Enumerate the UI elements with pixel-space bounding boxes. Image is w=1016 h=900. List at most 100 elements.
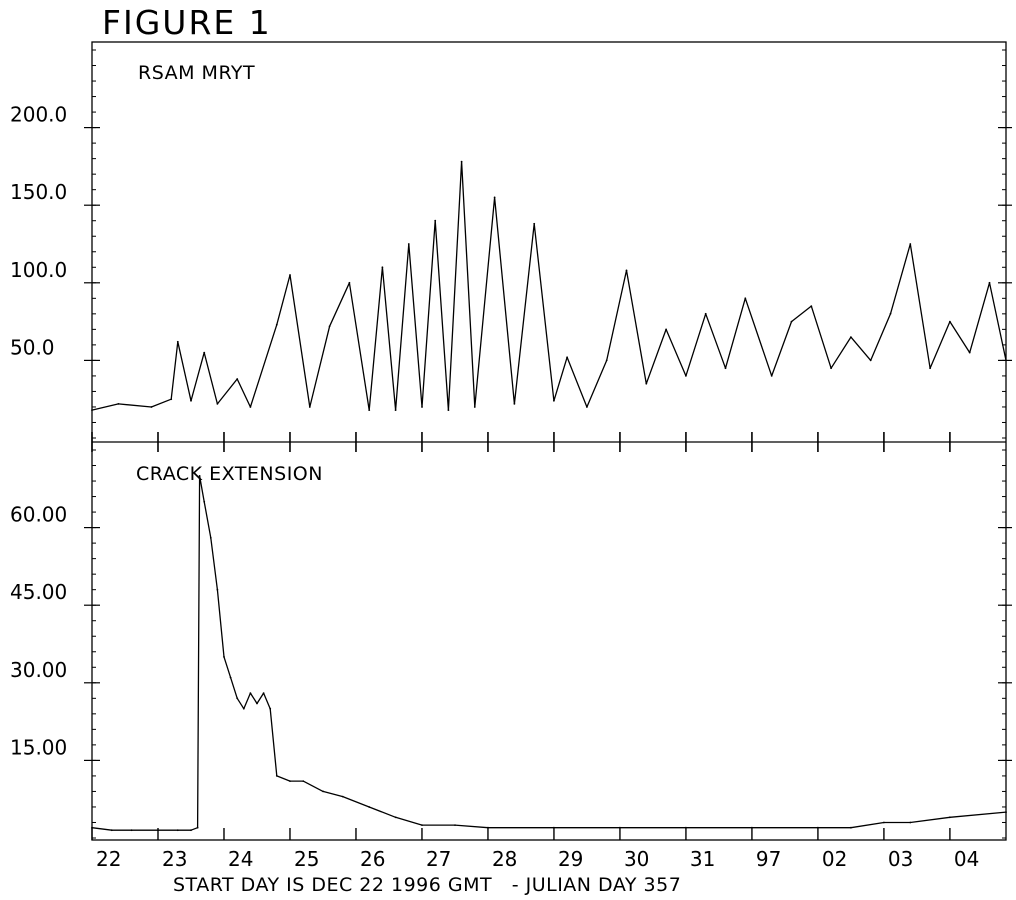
bottom-data-point (322, 790, 324, 793)
top-data-point (394, 409, 397, 411)
top-data-point (275, 323, 278, 326)
bottom-y-tick-label: 15.00 (10, 735, 67, 759)
bottom-data-point (883, 821, 885, 824)
x-tick-label: 24 (228, 847, 253, 871)
top-data-point (308, 406, 311, 408)
top-data-point (190, 399, 192, 402)
bottom-data-point (1005, 811, 1007, 813)
top-y-tick-label: 150.0 (10, 180, 67, 204)
top-data-point (447, 409, 450, 411)
top-data-point (850, 336, 852, 338)
top-series-line (91, 161, 1007, 411)
bottom-panel-title: CRACK EXTENSION (136, 463, 323, 485)
top-data-point (770, 375, 773, 377)
bottom-data-point (302, 780, 305, 782)
x-tick-label: 03 (888, 847, 913, 871)
top-data-point (434, 219, 437, 222)
top-data-point (407, 243, 410, 245)
top-data-point (513, 403, 516, 405)
top-data-point (328, 325, 331, 328)
top-data-point (91, 409, 93, 411)
top-data-point (744, 297, 747, 300)
top-y-tick-label: 50.0 (10, 335, 55, 359)
x-tick-label: 30 (624, 847, 649, 871)
bottom-data-point (196, 826, 199, 829)
bottom-data-point (216, 588, 219, 591)
top-data-point (625, 269, 628, 272)
bottom-series-line (91, 475, 1007, 831)
x-tick-label: 31 (690, 847, 715, 871)
bottom-data-point (130, 829, 133, 832)
top-data-point (909, 243, 912, 245)
bottom-data-point (203, 500, 206, 503)
bottom-data-point (256, 702, 258, 705)
bottom-data-point (209, 537, 212, 539)
top-data-point (869, 359, 872, 362)
bottom-data-point (176, 829, 179, 832)
chart-frame (91, 41, 1007, 841)
bottom-data-point (110, 829, 113, 832)
bottom-panel: 15.00 30.00 45.00 60.00 (10, 449, 1012, 839)
x-axis-label: START DAY IS DEC 22 1996 GMT - JULIAN DA… (173, 874, 681, 896)
bottom-y-tick-label: 45.00 (10, 580, 67, 604)
top-data-point (645, 382, 648, 385)
top-data-point (586, 406, 588, 408)
top-data-point (889, 312, 892, 315)
top-data-point (249, 406, 252, 408)
top-data-point (830, 367, 832, 370)
top-data-point (790, 320, 793, 323)
top-data-point (348, 281, 351, 284)
x-tick-label: 25 (294, 847, 319, 871)
top-data-point (685, 375, 687, 377)
bottom-data-point (850, 826, 852, 829)
top-data-point (605, 359, 608, 362)
bottom-data-point (421, 824, 423, 826)
bottom-data-point (275, 775, 278, 777)
top-data-point (566, 356, 568, 359)
bottom-data-point (394, 816, 397, 819)
top-data-point (216, 403, 219, 405)
x-tick-label: 04 (954, 847, 979, 871)
top-data-point (460, 160, 463, 163)
x-axis: 22 23 24 25 26 27 28 29 30 31 97 02 03 04 (91, 432, 979, 871)
bottom-y-tick-label: 60.00 (10, 503, 67, 527)
top-data-point (176, 340, 179, 343)
bottom-data-point (198, 475, 201, 477)
bottom-data-point (190, 829, 192, 832)
top-data-point (810, 305, 813, 307)
top-data-point (203, 351, 206, 354)
top-panel-title: RSAM MRYT (138, 62, 255, 84)
bottom-data-point (229, 676, 232, 679)
top-data-point (665, 328, 667, 331)
top-data-point (493, 196, 496, 199)
x-tick-label: 23 (162, 847, 187, 871)
x-tick-label: 22 (96, 847, 121, 871)
bottom-data-point (289, 780, 291, 782)
x-tick-label: 97 (756, 847, 781, 871)
bottom-data-point (223, 656, 225, 658)
top-data-point (381, 266, 384, 269)
x-tick-label: 26 (360, 847, 385, 871)
top-data-point (150, 406, 153, 408)
bottom-data-point (249, 692, 252, 694)
top-data-point (421, 406, 423, 408)
bottom-data-point (341, 795, 344, 798)
x-tick-label: 29 (558, 847, 583, 871)
top-data-point (170, 398, 173, 401)
top-data-point (988, 281, 991, 284)
top-data-point (473, 406, 476, 408)
bottom-data-point (269, 707, 272, 710)
bottom-y-tick-label: 30.00 (10, 658, 67, 682)
top-panel: 50.0 100.0 150.0 200.0 (10, 49, 1012, 439)
bottom-data-point (368, 806, 371, 808)
top-data-point (289, 274, 291, 276)
top-data-point (949, 320, 951, 323)
top-data-point (704, 312, 707, 315)
figure-title: FIGURE 1 (102, 3, 272, 42)
top-data-point (553, 399, 555, 402)
top-data-point (117, 403, 120, 405)
top-y-tick-label: 200.0 (10, 103, 67, 127)
top-data-point (236, 378, 239, 380)
top-data-point (368, 409, 371, 411)
